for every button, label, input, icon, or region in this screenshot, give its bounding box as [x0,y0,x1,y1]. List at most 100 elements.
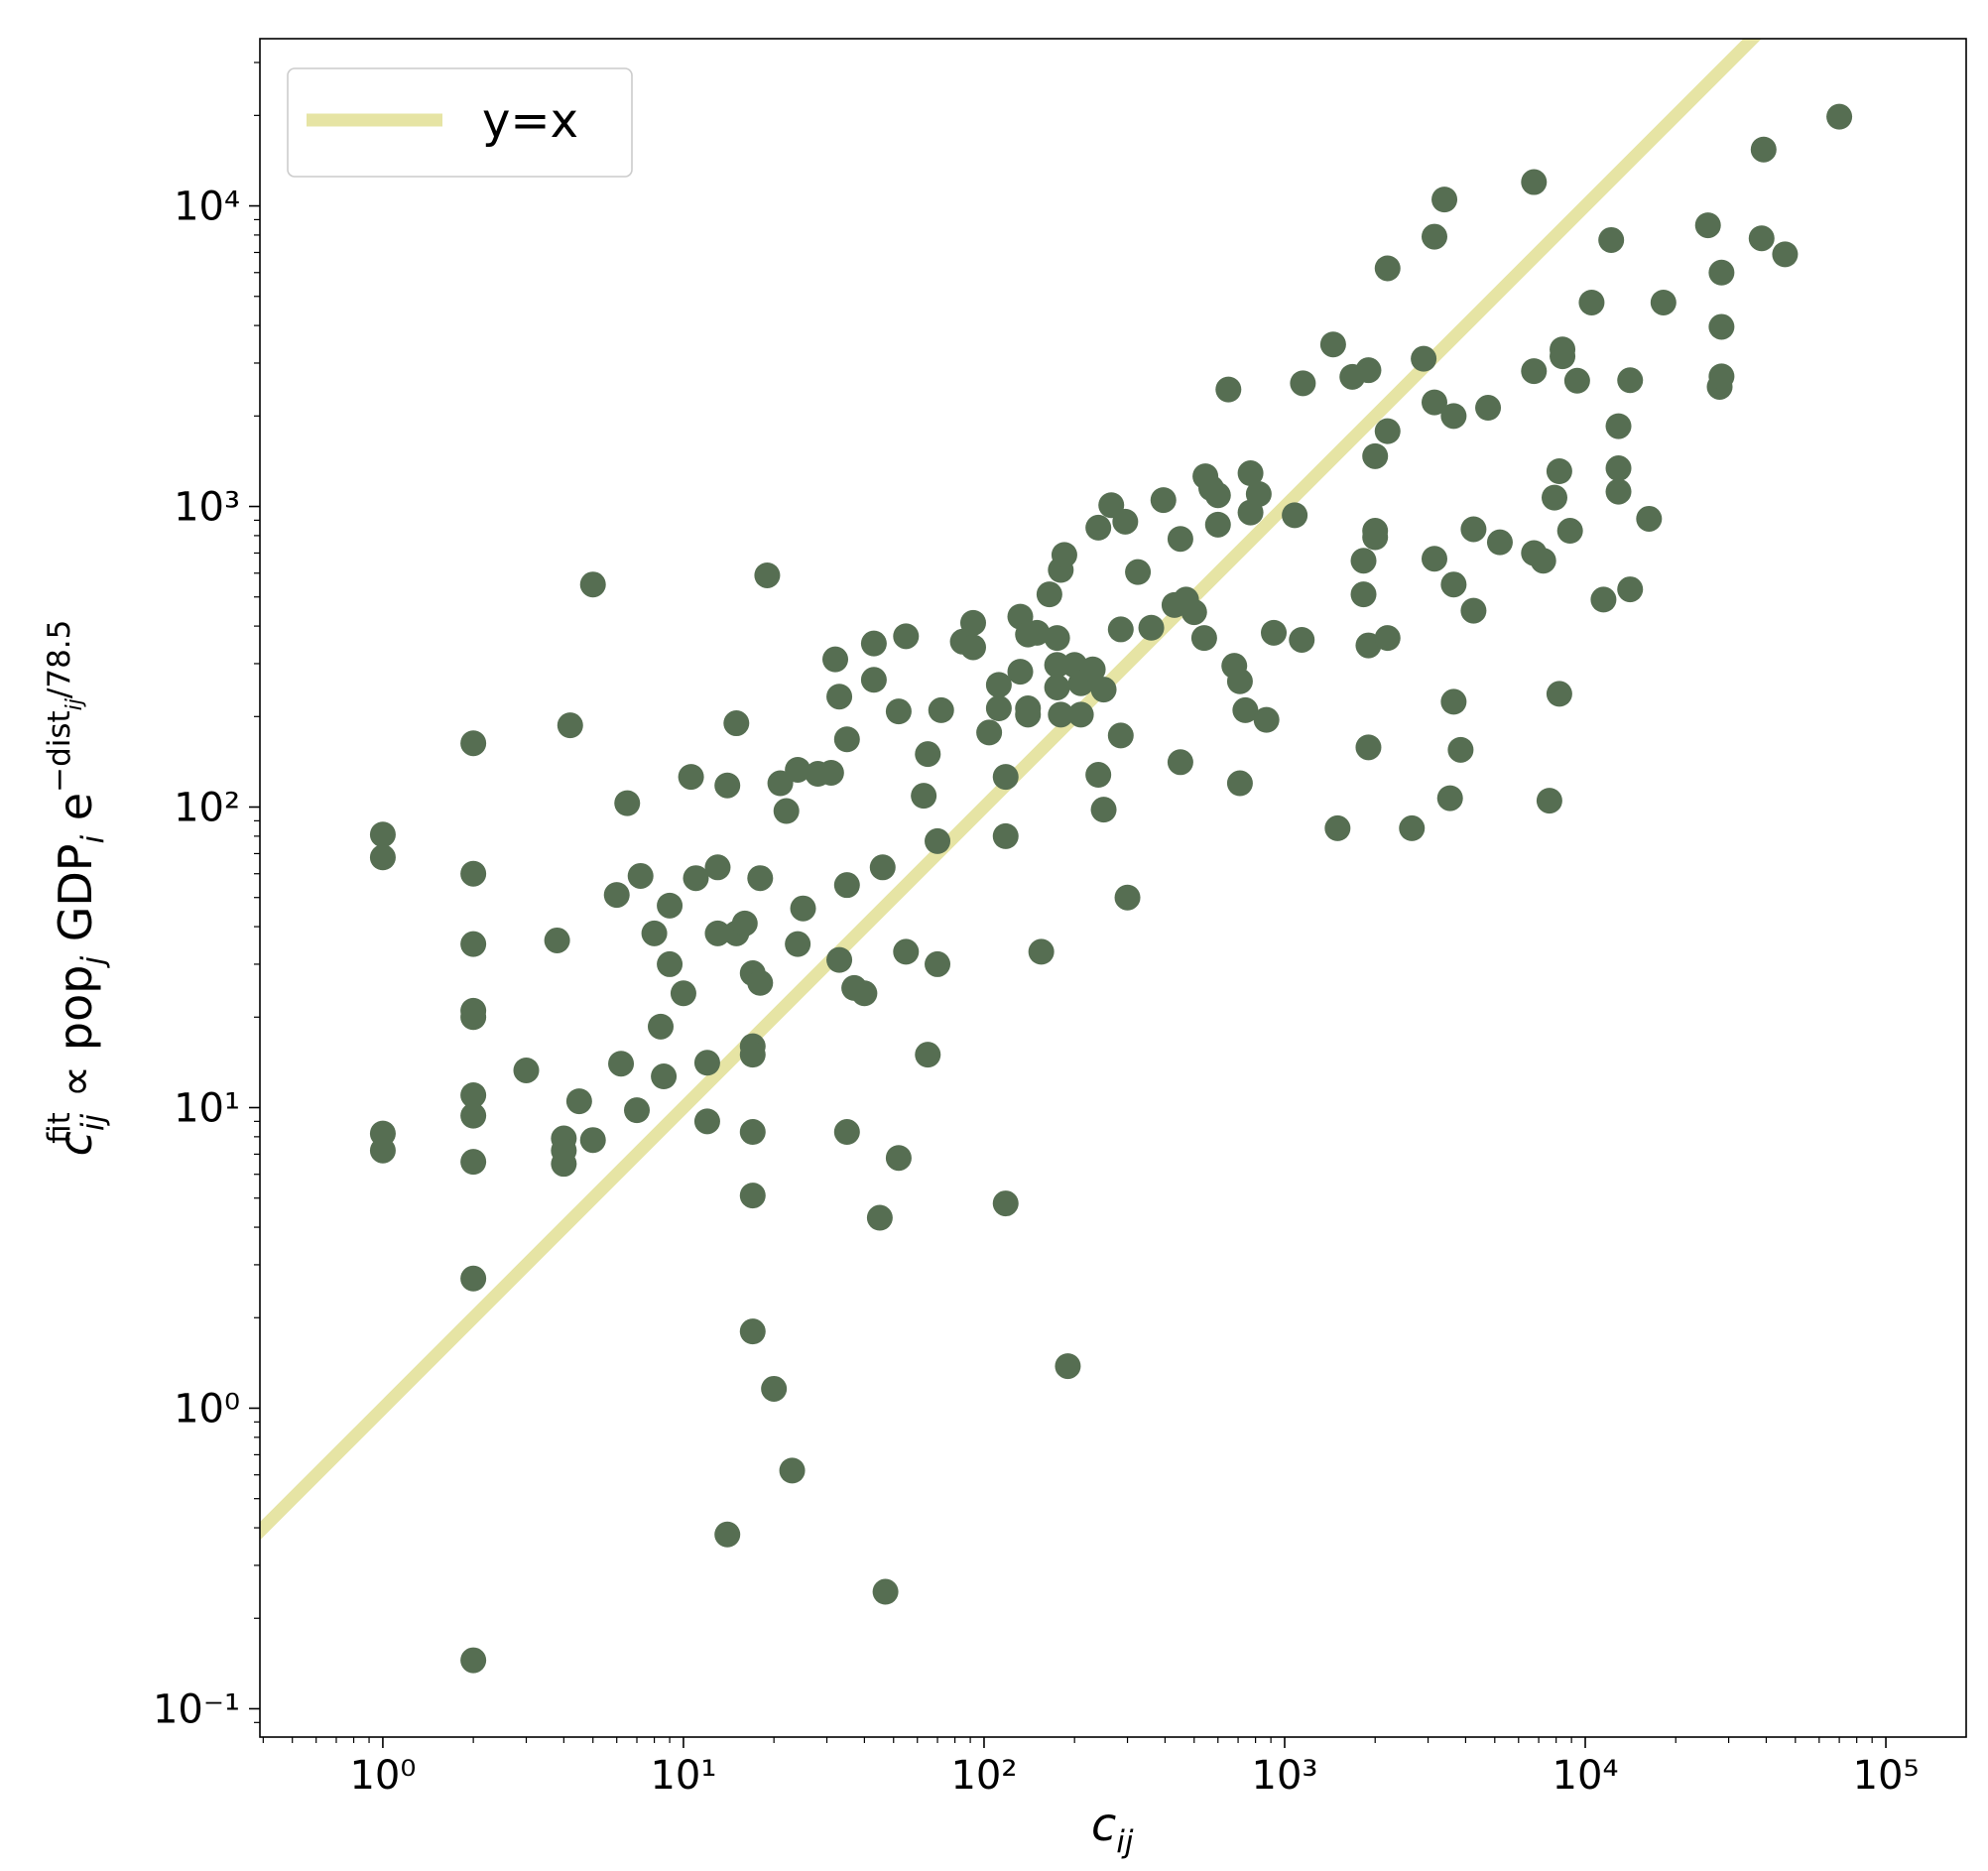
point [460,860,487,887]
point [369,1137,396,1164]
point [1204,511,1231,538]
point [1578,289,1605,315]
point [670,980,696,1007]
point [460,730,487,757]
point [790,895,816,922]
point [1411,345,1437,372]
point [893,623,920,650]
y-tick-label: 10⁴ [174,185,240,230]
point [704,920,731,946]
point [1204,482,1231,509]
y-tick-label: 10³ [174,485,240,531]
x-tick-label: 10³ [1252,1753,1318,1799]
legend-label: y=x [482,93,578,149]
point [1226,770,1253,797]
point [1826,103,1853,130]
point [915,1042,941,1068]
point [1556,518,1583,545]
point [1708,363,1735,390]
point [1617,367,1644,394]
point [779,1457,806,1484]
point [624,1097,651,1124]
point [959,609,986,636]
point [1067,701,1094,728]
point [925,827,951,854]
point [551,1151,577,1178]
label-part: ∝ pop [49,965,102,1113]
point [925,950,951,977]
point [1541,484,1567,511]
point [1440,403,1467,430]
point [1350,548,1377,574]
x-axis-label: cij [1091,1798,1134,1860]
point [1748,225,1775,252]
point [460,931,487,957]
label-part: fit [42,1112,77,1144]
point [1245,480,1272,507]
point [1399,814,1426,841]
point [822,646,849,673]
point [833,872,860,899]
point [851,980,878,1007]
point [1114,884,1141,911]
point [369,821,396,848]
label-part: j [75,956,111,969]
point [1536,788,1562,814]
point [885,698,912,725]
point [1215,376,1242,403]
point [767,770,794,797]
point [739,1183,766,1209]
point [557,712,583,739]
y-tick-label: 10⁻¹ [153,1686,240,1732]
legend-box [287,67,633,178]
point [1708,259,1735,286]
point [1107,722,1134,749]
label-part: /78.5 [42,620,77,698]
point [1598,226,1625,253]
point [1125,559,1152,585]
point [1079,656,1106,683]
point [885,1145,912,1172]
point [911,783,937,810]
point [731,910,758,936]
point [992,822,1019,849]
point [1362,524,1389,551]
point [817,759,844,786]
point [513,1057,540,1083]
label-part: GDP [49,843,102,955]
point [647,1013,674,1040]
point [460,1149,487,1176]
y-tick-label: 10² [174,786,240,831]
point [1590,586,1617,613]
point [1350,581,1377,608]
point [1324,814,1351,841]
point [627,862,654,889]
point [657,892,683,919]
point [565,1088,592,1115]
point [1521,169,1548,195]
point [826,946,853,973]
point [723,710,750,737]
point [1460,516,1487,543]
point [1055,1353,1081,1380]
point [1617,576,1644,603]
point [460,1081,487,1108]
point [678,764,704,791]
point [1431,187,1458,213]
point [1605,478,1632,505]
point [1290,370,1316,397]
point [1085,514,1112,541]
y-tick-label: 10⁰ [174,1386,240,1432]
point [1440,688,1467,715]
point [1546,458,1572,485]
point [1138,614,1165,641]
point [1024,619,1051,646]
x-tick-label: 10⁴ [1553,1753,1619,1799]
point [1605,455,1632,482]
point [747,865,774,892]
point [785,756,811,783]
point [928,696,954,723]
point [872,1578,899,1605]
label-part: i [75,834,111,843]
point [866,1204,893,1231]
